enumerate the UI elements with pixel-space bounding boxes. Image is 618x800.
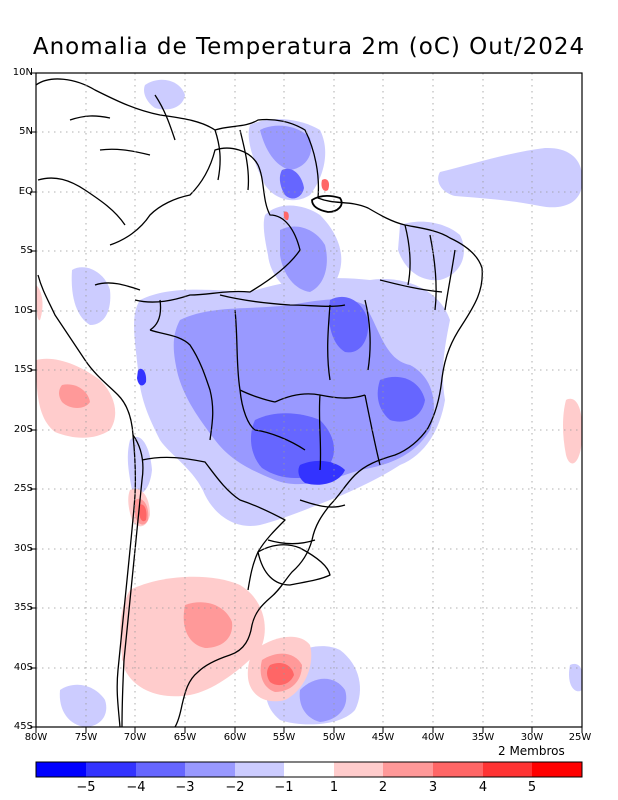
- colorbar-segment: [433, 762, 483, 777]
- cold-anomaly-light: [71, 267, 111, 325]
- grid-lines: [36, 73, 582, 727]
- lon-tick-label: 50W: [322, 732, 346, 743]
- warm-anomaly-strong: [283, 211, 289, 221]
- anomaly-field: [36, 78, 582, 727]
- map-frame: [35, 72, 583, 728]
- lat-tick-label: 5S: [20, 245, 33, 256]
- cold-anomaly-strong: [377, 376, 425, 422]
- lon-tick-label: 40W: [421, 732, 445, 743]
- south-america-west-coastline: [37, 274, 137, 727]
- colorbar-segment: [284, 762, 334, 777]
- colorbar-tick-label: 2: [378, 780, 388, 795]
- colorbar-segment: [235, 762, 284, 777]
- cold-anomaly-strong: [279, 168, 304, 199]
- lon-tick-label: 75W: [74, 732, 98, 743]
- lon-tick-label: 80W: [24, 732, 48, 743]
- warm-anomaly-strong: [321, 179, 330, 191]
- lon-tick-label: 25W: [568, 732, 592, 743]
- colorbar-segment: [86, 762, 136, 777]
- lon-tick-label: 35W: [471, 732, 495, 743]
- lat-tick-label: 5N: [19, 126, 33, 137]
- lon-tick-label: 70W: [123, 732, 147, 743]
- warm-anomaly-strong: [267, 663, 294, 686]
- cold-anomaly-medium: [299, 678, 347, 722]
- colorbar-tick-label: −1: [274, 780, 294, 795]
- lon-tick-label: 30W: [520, 732, 544, 743]
- argentina-chile-border: [121, 434, 144, 727]
- coastlines-and-borders: [36, 78, 483, 727]
- colorbar-tick-label: −4: [126, 780, 146, 795]
- warm-anomaly-light: [563, 398, 582, 464]
- lon-tick-label: 60W: [223, 732, 247, 743]
- cold-anomaly-light: [569, 663, 582, 692]
- warm-anomaly-medium: [59, 384, 90, 408]
- cold-anomaly-light: [127, 436, 152, 494]
- peru-ecuador-colombia-border: [37, 94, 250, 291]
- cold-anomaly-very-strong: [137, 368, 147, 386]
- map-title: Anomalia de Temperatura 2m (oC) Out/2024: [32, 34, 586, 60]
- colorbar-segment: [36, 762, 86, 777]
- lon-tick-label: 65W: [173, 732, 197, 743]
- warm-anomaly-medium: [183, 602, 233, 648]
- colorbar-tick-label: −2: [225, 780, 245, 795]
- members-label: 2 Membros: [498, 744, 565, 758]
- colorbar-tick-label: −5: [76, 780, 96, 795]
- colorbar-tick-label: −3: [175, 780, 195, 795]
- amazon-delta-outline: [311, 195, 343, 213]
- cold-anomaly-light: [59, 684, 107, 727]
- northeast-state-borders: [379, 224, 456, 311]
- lat-tick-label: 20S: [13, 424, 33, 435]
- lat-tick-label: 25S: [13, 483, 33, 494]
- colorbar-segment: [334, 762, 383, 777]
- cold-anomaly-very-strong: [298, 460, 345, 485]
- colorbar-segment: [532, 762, 582, 777]
- colorbar: [35, 761, 583, 778]
- lat-tick-label: 30S: [13, 543, 33, 554]
- lat-tick-label: 40S: [13, 662, 33, 673]
- cold-anomaly-medium: [280, 226, 327, 292]
- axis-ticks: [30, 72, 583, 733]
- cold-anomaly-strong: [328, 296, 369, 353]
- lat-tick-label: 10N: [12, 67, 33, 78]
- paraguay-bolivia-border: [149, 299, 214, 441]
- colorbar-segment: [383, 762, 433, 777]
- colorbar-segment: [136, 762, 185, 777]
- argentina-border: [141, 456, 286, 591]
- colorbar-tick-label: 1: [329, 780, 339, 795]
- colorbar-segment: [483, 762, 532, 777]
- lat-tick-label: EQ: [18, 186, 33, 197]
- lon-tick-label: 55W: [272, 732, 296, 743]
- uruguay-outline: [257, 544, 331, 586]
- cold-anomaly-light: [438, 147, 582, 208]
- lon-tick-label: 45W: [371, 732, 395, 743]
- south-america-coastline: [36, 78, 483, 727]
- warm-anomaly-strong: [138, 504, 147, 522]
- colorbar-tick-label: 5: [527, 780, 537, 795]
- warm-anomaly-light: [36, 285, 43, 321]
- brazil-border: [109, 147, 301, 303]
- colorbar-frame: [35, 761, 583, 778]
- lat-tick-label: 45S: [13, 721, 33, 732]
- state-border: [219, 294, 381, 545]
- cold-anomaly-medium: [260, 125, 312, 170]
- lat-tick-label: 35S: [13, 602, 33, 613]
- lat-tick-label: 15S: [13, 364, 33, 375]
- lat-tick-label: 10S: [13, 305, 33, 316]
- colorbar-segment: [185, 762, 235, 777]
- colorbar-tick-label: 4: [478, 780, 488, 795]
- cold-anomaly-light: [144, 79, 185, 110]
- warm-anomaly-light: [122, 638, 140, 665]
- colorbar-tick-label: 3: [428, 780, 438, 795]
- cold-anomaly-medium: [173, 299, 434, 485]
